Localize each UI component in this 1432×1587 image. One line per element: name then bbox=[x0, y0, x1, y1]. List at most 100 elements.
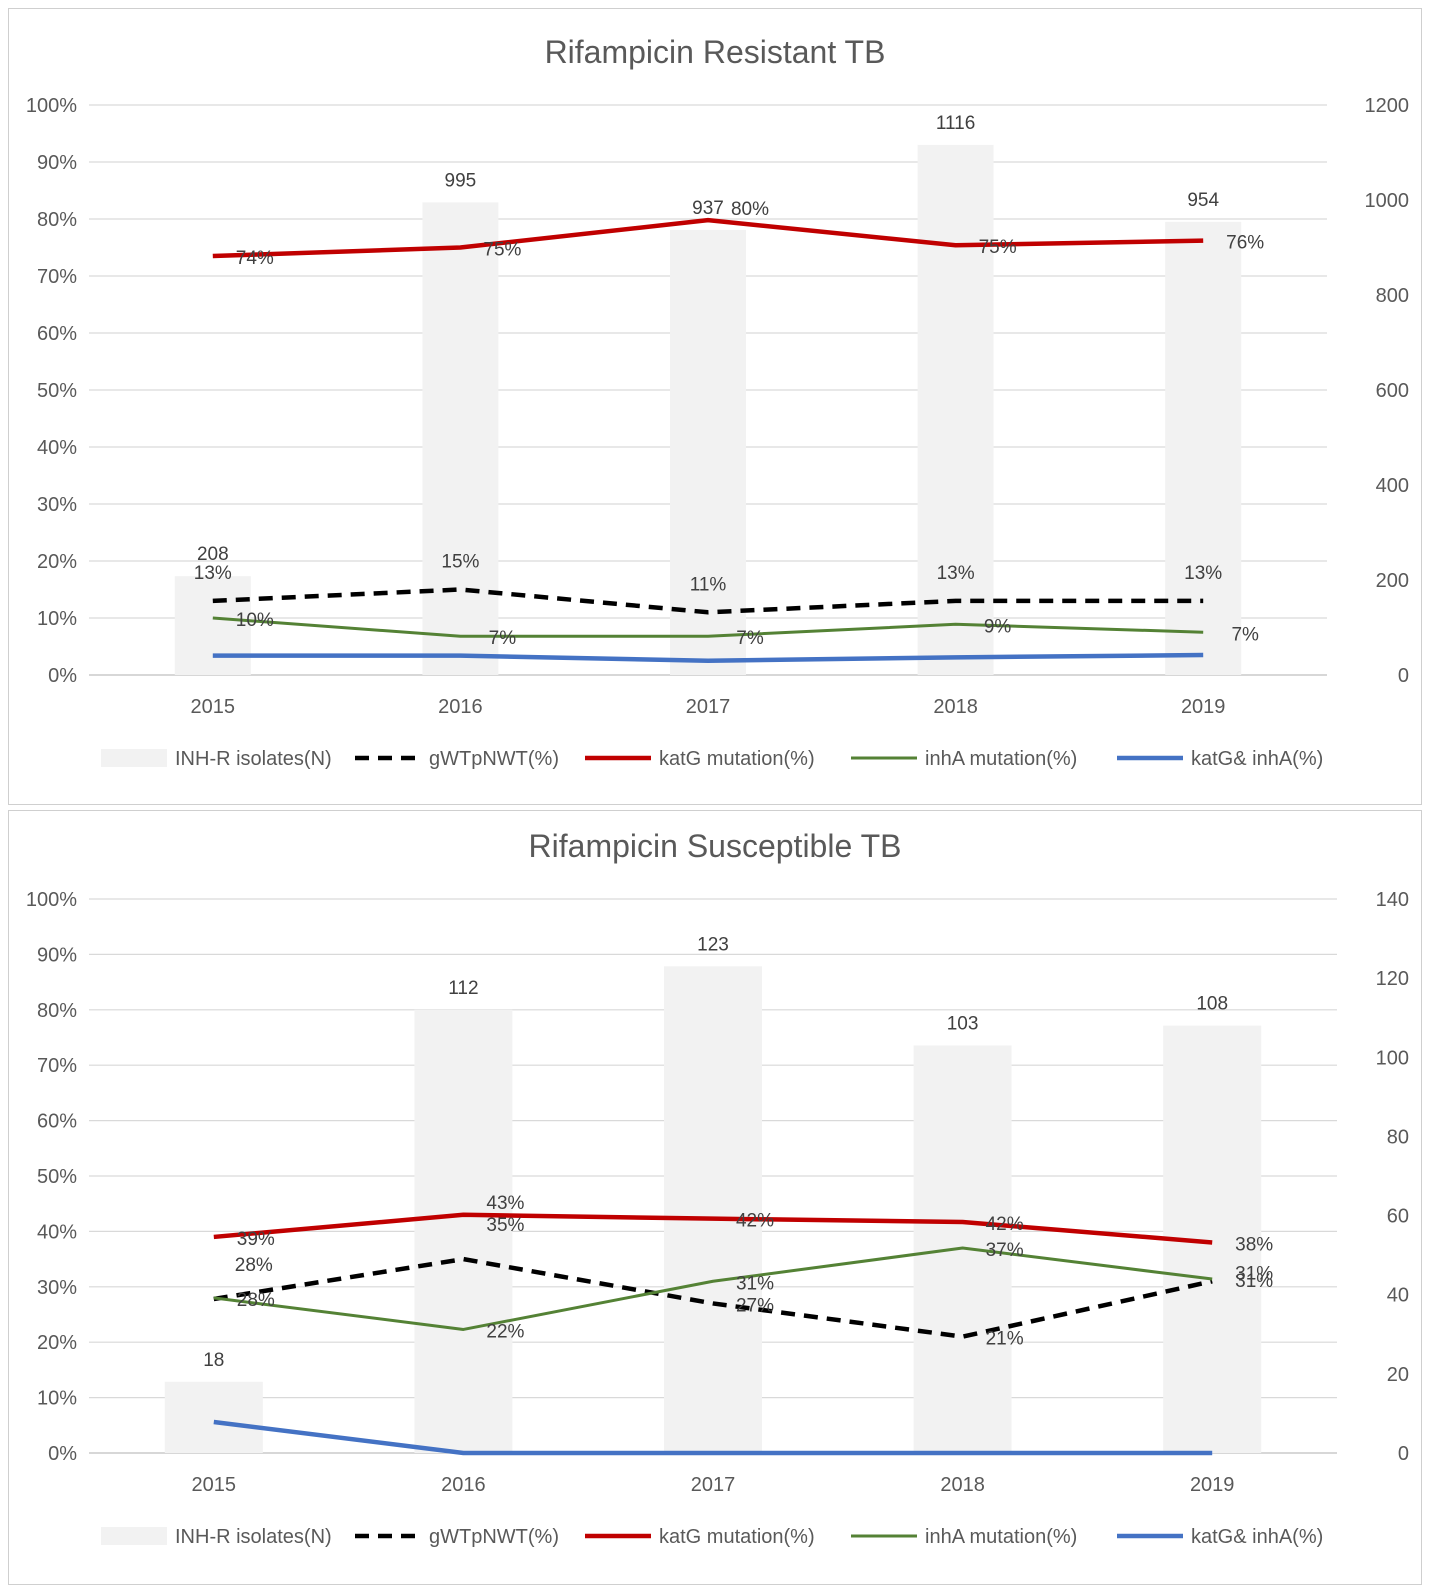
y-left-tick-label: 100% bbox=[26, 889, 77, 911]
bar-series-inh-r-isolates-n bbox=[174, 144, 1242, 676]
bar bbox=[917, 144, 994, 675]
line-series-inha-mutation bbox=[213, 1246, 1213, 1331]
x-tick-label: 2016 bbox=[438, 696, 483, 718]
line-series-katg-mutation bbox=[212, 217, 1204, 259]
y-left-tick-label: 0% bbox=[48, 665, 77, 687]
y-left-tick-label: 10% bbox=[37, 1388, 77, 1410]
line-data-label: 31% bbox=[1235, 1263, 1273, 1284]
y-right-tick-label: 20 bbox=[1387, 1364, 1409, 1386]
y-right-tick-label: 400 bbox=[1376, 475, 1409, 497]
line-data-label: 13% bbox=[194, 563, 232, 584]
y-left-tick-label: 70% bbox=[37, 1055, 77, 1077]
bar-data-label: 954 bbox=[1187, 190, 1219, 211]
y-right-tick-label: 80 bbox=[1387, 1126, 1409, 1148]
legend-swatch bbox=[101, 749, 167, 767]
legend-label: INH-R isolates(N) bbox=[175, 748, 332, 770]
y-left-tick-label: 40% bbox=[37, 1221, 77, 1243]
line-data-label: 38% bbox=[1235, 1234, 1273, 1255]
legend-label: katG& inhA(%) bbox=[1191, 1526, 1323, 1548]
legend-label: INH-R isolates(N) bbox=[175, 1526, 332, 1548]
line-data-label: 43% bbox=[486, 1193, 524, 1214]
bar bbox=[422, 202, 499, 675]
line-data-label: 28% bbox=[237, 1290, 275, 1311]
line-data-label: 42% bbox=[736, 1211, 774, 1232]
line-data-label: 35% bbox=[486, 1215, 524, 1236]
x-tick-label: 2017 bbox=[691, 1474, 736, 1496]
line-data-label: 74% bbox=[236, 248, 274, 269]
bar-series-inh-r-isolates-n bbox=[164, 966, 1262, 1453]
y-right-tick-label: 800 bbox=[1376, 285, 1409, 307]
y-left-tick-label: 50% bbox=[37, 380, 77, 402]
y-left-tick-label: 30% bbox=[37, 1277, 77, 1299]
line-series-gwtpnwt bbox=[212, 587, 1204, 615]
y-right-tick-label: 600 bbox=[1376, 380, 1409, 402]
y-right-tick-label: 120 bbox=[1376, 968, 1409, 990]
legend-label: inhA mutation(%) bbox=[925, 1526, 1077, 1548]
line-series-katg-inha bbox=[212, 652, 1204, 663]
line-data-label: 39% bbox=[237, 1229, 275, 1250]
legend: INH-R isolates(N) gWTpNWT(%) katG mutation… bbox=[101, 1526, 1323, 1548]
y-right-tick-label: 40 bbox=[1387, 1285, 1409, 1307]
legend-label: inhA mutation(%) bbox=[925, 748, 1077, 770]
legend-label: gWTpNWT(%) bbox=[429, 748, 559, 770]
line-data-label: 13% bbox=[1184, 563, 1222, 584]
line-series-katg-inha bbox=[213, 1419, 1213, 1456]
bar bbox=[1165, 221, 1242, 675]
y-left-tick-label: 60% bbox=[37, 1111, 77, 1133]
bar bbox=[164, 1381, 263, 1453]
y-left-tick-label: 50% bbox=[37, 1166, 77, 1188]
y-left-tick-label: 90% bbox=[37, 152, 77, 174]
y-right-tick-label: 0 bbox=[1398, 1443, 1409, 1465]
line-data-label: 7% bbox=[736, 628, 764, 649]
line-data-label: 31% bbox=[736, 1273, 774, 1294]
bar bbox=[414, 1009, 513, 1453]
line-data-label: 11% bbox=[690, 574, 727, 595]
x-tick-label: 2015 bbox=[191, 696, 236, 718]
legend-label: katG& inhA(%) bbox=[1191, 748, 1323, 770]
legend-swatch bbox=[101, 1527, 167, 1545]
y-left-tick-label: 20% bbox=[37, 551, 77, 573]
line-data-label: 13% bbox=[937, 563, 975, 584]
x-tick-label: 2019 bbox=[1181, 696, 1226, 718]
bar-data-label: 108 bbox=[1196, 994, 1228, 1015]
bar-data-label: 103 bbox=[947, 1013, 979, 1034]
bar-data-label: 208 bbox=[197, 544, 229, 565]
y-left-tick-label: 80% bbox=[37, 1000, 77, 1022]
legend-label: katG mutation(%) bbox=[659, 1526, 815, 1548]
chart-title: Rifampicin Resistant TB bbox=[545, 34, 886, 70]
y-right-tick-label: 1000 bbox=[1365, 190, 1410, 212]
x-tick-label: 2019 bbox=[1190, 1474, 1235, 1496]
line-data-label: 37% bbox=[986, 1240, 1024, 1261]
line-data-label: 75% bbox=[979, 237, 1017, 258]
y-left-tick-label: 30% bbox=[37, 494, 77, 516]
legend-label: gWTpNWT(%) bbox=[429, 1526, 559, 1548]
bar bbox=[664, 966, 762, 1453]
x-tick-label: 2017 bbox=[686, 696, 731, 718]
line-data-label: 7% bbox=[1231, 624, 1259, 645]
line-data-label: 31% bbox=[1235, 1271, 1273, 1292]
line-data-label: 10% bbox=[236, 610, 274, 631]
y-left-tick-label: 70% bbox=[37, 266, 77, 288]
bar-data-label: 123 bbox=[697, 934, 729, 955]
line-series-gwtpnwt bbox=[213, 1256, 1213, 1339]
line-data-label: 9% bbox=[984, 616, 1012, 637]
x-tick-label: 2015 bbox=[192, 1474, 237, 1496]
chart-title: Rifampicin Susceptible TB bbox=[529, 828, 902, 864]
line-data-label: 76% bbox=[1226, 233, 1264, 254]
legend-label: katG mutation(%) bbox=[659, 748, 815, 770]
chart-rifampicin-resistant: Rifampicin Resistant TB 0% 10% 20% 30% 40% 50%… bbox=[26, 34, 1410, 770]
bar-data-label: 1116 bbox=[936, 113, 975, 134]
y-right-tick-label: 100 bbox=[1376, 1047, 1409, 1069]
line-data-label: 22% bbox=[486, 1321, 524, 1342]
line-series-inha-mutation bbox=[212, 616, 1204, 638]
chart-panel-rifampicin-susceptible: Rifampicin Susceptible TB 0% 10% 20% 30% 40% 5… bbox=[8, 810, 1422, 1585]
line-data-label: 75% bbox=[483, 240, 521, 261]
x-tick-label: 2018 bbox=[940, 1474, 985, 1496]
bar bbox=[174, 576, 251, 675]
bar bbox=[670, 229, 746, 676]
y-right-tick-label: 60 bbox=[1387, 1206, 1409, 1228]
y-right-tick-label: 200 bbox=[1376, 570, 1409, 592]
line-data-label: 7% bbox=[489, 628, 517, 649]
y-right-tick-label: 1200 bbox=[1365, 95, 1410, 117]
